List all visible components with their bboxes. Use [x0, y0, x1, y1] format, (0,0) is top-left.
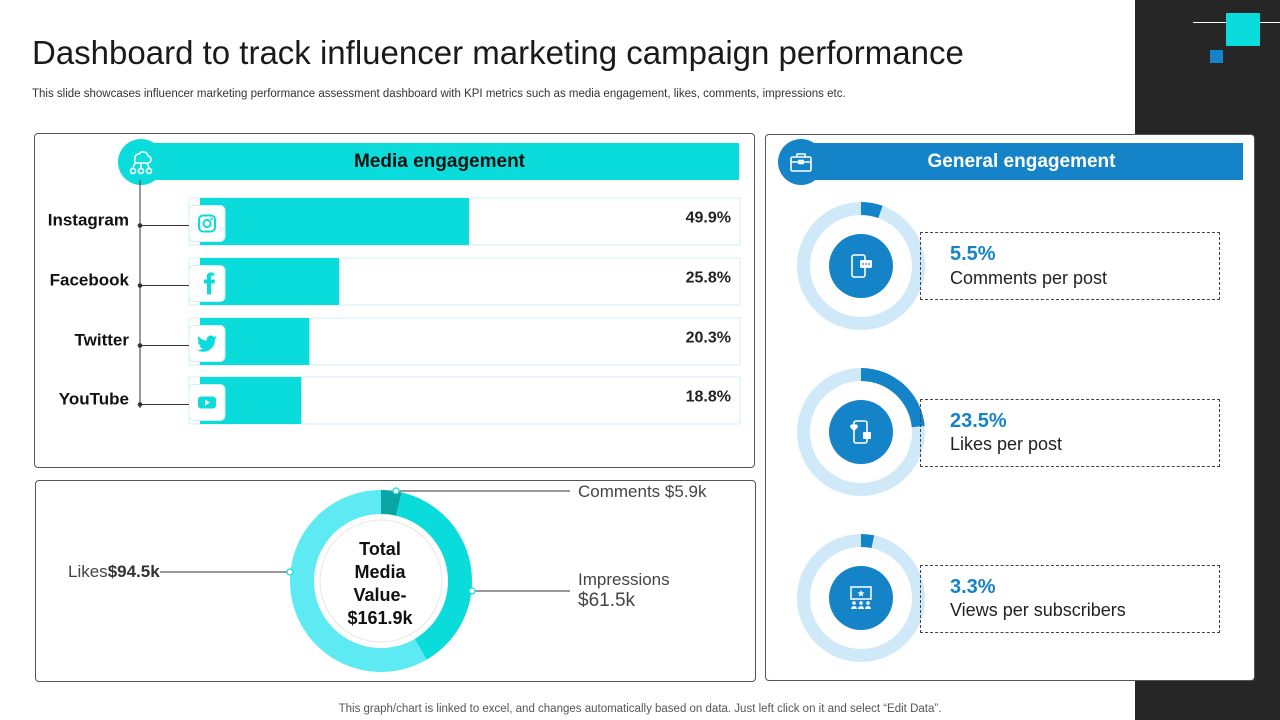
bar-value-label-3: 18.8% [686, 389, 731, 406]
bar-value-label-1: 25.8% [686, 270, 731, 287]
gauge-center-1 [829, 400, 893, 464]
kpi-label-comments: Comments per post [950, 268, 1108, 288]
kpi-label-views: Views per subscribers [950, 600, 1126, 620]
bar-category-label-0: Instagram [48, 211, 129, 230]
center-label-line-3: Value- [353, 585, 407, 605]
center-label-line-2: Media [354, 562, 406, 582]
donut-slice-likes [289, 490, 427, 672]
audience-screen-icon [850, 586, 872, 609]
youtube-icon [198, 396, 216, 409]
briefcase-icon [778, 139, 824, 185]
bar-value-label-2: 20.3% [686, 330, 731, 347]
donut-slice-comments [381, 490, 402, 516]
facebook-icon [204, 272, 215, 295]
page-subtitle: This slide showcases influencer marketin… [32, 88, 846, 100]
phone-chat-icon [851, 254, 872, 278]
footer-note: This graph/chart is linked to excel, and… [338, 703, 942, 715]
total-media-value-label: Total Media Value- $161.9k [320, 538, 440, 630]
bar-connector-dot-2 [137, 343, 143, 348]
network-icon [118, 139, 164, 185]
kpi-box-views [920, 565, 1220, 633]
likes-callout-value: $94.5k [107, 562, 160, 581]
kpi-value-comments: 5.5% [950, 243, 996, 265]
page-title: Dashboard to track influencer marketing … [32, 34, 964, 71]
center-label-line-4: $161.9k [347, 608, 413, 628]
kpi-box-likes [920, 399, 1220, 467]
impressions-callout-value: $61.5k [578, 590, 636, 611]
kpi-value-views: 3.3% [950, 576, 996, 598]
bar-category-label-2: Twitter [75, 331, 130, 350]
phone-like-icon [850, 420, 871, 444]
leader-dot-likes [286, 568, 294, 576]
bar-connector-dot-1 [137, 283, 143, 288]
leader-dot-comments [392, 487, 400, 495]
kpi-box-comments [920, 232, 1220, 300]
bar-value-label-0: 49.9% [686, 210, 731, 227]
bar-instagram [200, 198, 469, 245]
twitter-icon [197, 335, 217, 352]
donut-slice-impressions [396, 492, 472, 660]
bar-icon-box-0 [188, 205, 226, 242]
gauge-value-arc-0 [861, 202, 883, 219]
donut-inner-ring [319, 519, 443, 643]
bar-connector-dot-3 [137, 402, 143, 407]
instagram-icon [198, 214, 216, 233]
kpi-value-likes: 23.5% [950, 410, 1007, 432]
impressions-callout-name: Impressions [578, 570, 670, 589]
corner-decor-square-small [1210, 50, 1223, 63]
center-label-line-1: Total [359, 539, 401, 559]
media-engagement-header: Media engagement [140, 143, 739, 180]
corner-decor-square-large [1226, 13, 1260, 46]
bar-category-label-3: YouTube [59, 390, 129, 409]
donut-hole [315, 515, 447, 647]
bar-category-label-1: Facebook [50, 271, 130, 290]
bar-connector-dot-0 [137, 223, 143, 228]
gauge-value-arc-2 [861, 534, 875, 549]
kpi-label-likes: Likes per post [950, 434, 1063, 454]
likes-callout: Likes$94.5k [68, 562, 160, 582]
leader-dot-impressions [468, 587, 476, 595]
comments-callout: Comments $5.9k [578, 482, 707, 501]
gauge-value-arc-1 [861, 368, 925, 428]
likes-callout-name: Likes [68, 562, 108, 581]
general-engagement-header: General engagement [800, 143, 1243, 180]
gauge-center-2 [829, 566, 893, 630]
